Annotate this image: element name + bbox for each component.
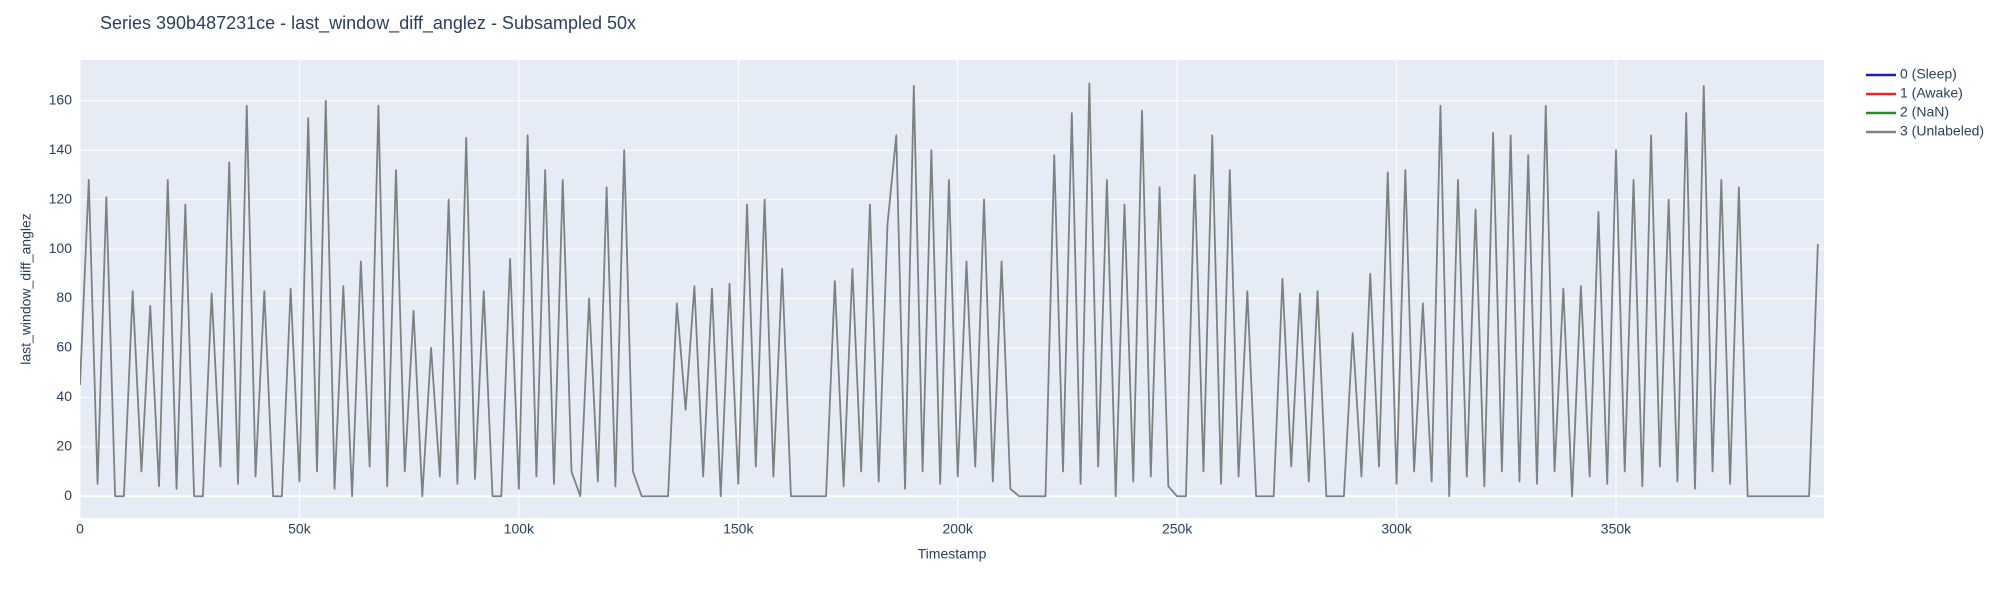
y-tick-label: 120 [49,190,73,206]
legend: 0 (Sleep) 1 (Awake) 2 (NaN) 3 (Unlabeled) [1866,66,1984,139]
y-tick-label: 20 [56,438,72,454]
legend-label: 3 (Unlabeled) [1900,123,1984,139]
y-tick-label: 160 [49,91,73,107]
y-tick-label: 40 [56,388,72,404]
x-tick-label: 50k [288,521,312,537]
y-tick-label: 100 [49,240,73,256]
x-tick-label: 350k [1601,521,1632,537]
x-tick-label: 250k [1162,521,1193,537]
x-tick-label: 150k [723,521,754,537]
chart-title: Series 390b487231ce - last_window_diff_a… [100,13,636,34]
y-tick-label: 80 [56,289,72,305]
series-line [80,82,1819,498]
y-tick-label: 0 [64,487,72,503]
y-tick-label: 140 [49,141,73,157]
y-tick-label: 60 [56,339,72,355]
legend-label: 0 (Sleep) [1900,66,1957,82]
x-tick-label: 300k [1381,521,1412,537]
x-axis-label: Timestamp [918,546,987,562]
legend-label: 2 (NaN) [1900,104,1949,120]
x-tick-label: 100k [504,521,535,537]
legend-label: 1 (Awake) [1900,85,1963,101]
x-tick-label: 0 [76,521,84,537]
x-tick-label: 200k [943,521,974,537]
plot [80,82,1819,498]
y-axis-label: last_window_diff_anglez [18,213,34,365]
